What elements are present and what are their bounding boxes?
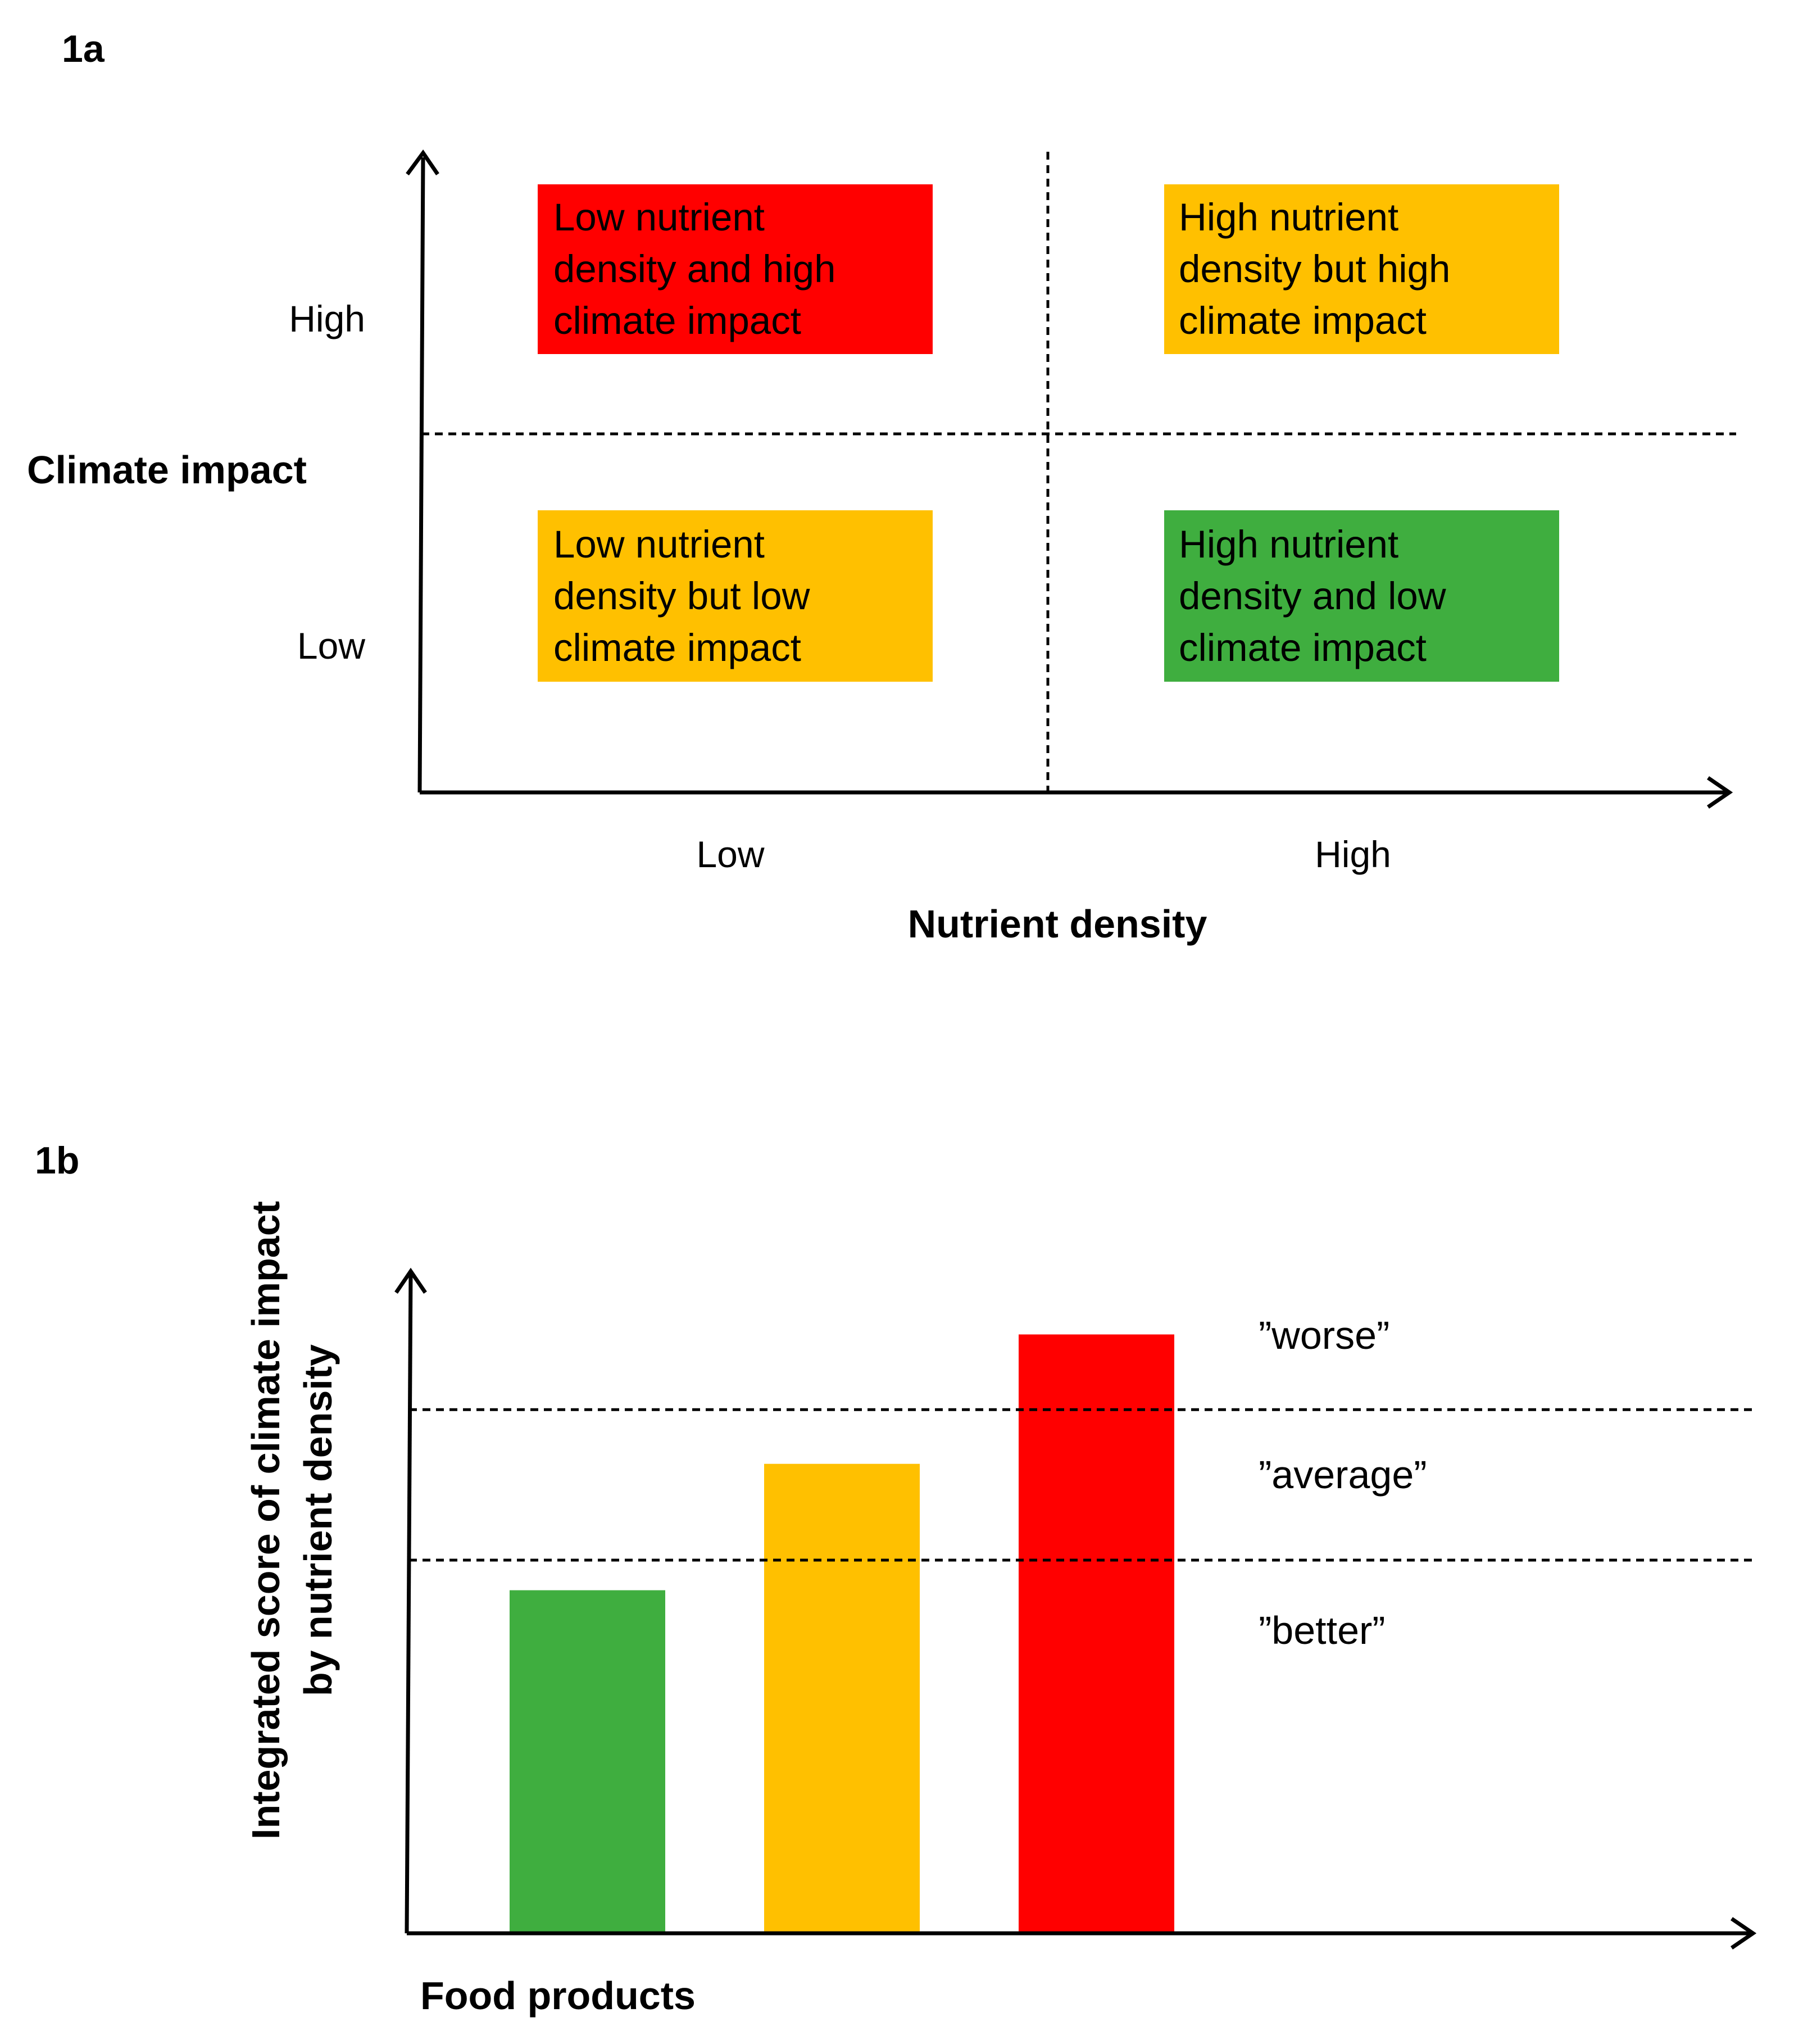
- bar: [764, 1463, 920, 1933]
- quadrant-text-line: climate impact: [553, 626, 801, 669]
- zone-label-worse: ”worse”: [1259, 1313, 1389, 1357]
- quadrant-text-line: density and low: [1179, 574, 1446, 618]
- y-axis-1b: [405, 1271, 413, 1934]
- x-tick-label: High: [1315, 833, 1391, 875]
- panel-1b: 1b Integrated score of climate impact by…: [35, 1139, 1757, 2018]
- quadrant-text-line: climate impact: [1179, 626, 1427, 669]
- quadrant-high-nutrient-high-impact: High nutrient density but high climate i…: [1164, 184, 1559, 354]
- quadrant-text-line: density but low: [553, 574, 810, 618]
- y-axis-label-1a: Climate impact: [27, 448, 307, 492]
- threshold-lines: [409, 1408, 1756, 1562]
- y-axis-1a: [417, 157, 425, 793]
- y-axis-arrow-1b: [394, 1267, 427, 1294]
- y-axis-arrow-1a: [406, 149, 439, 176]
- quadrant-text-line: High nutrient: [1179, 196, 1398, 239]
- quadrant-text-line: Low nutrient: [553, 196, 765, 239]
- zone-label-average: ”average”: [1259, 1453, 1427, 1497]
- bar: [510, 1590, 665, 1933]
- quadrant-text-line: climate impact: [1179, 299, 1427, 342]
- panel-label-1a: 1a: [62, 28, 105, 70]
- panel-1a: 1a Low nutrient density and high climate…: [27, 28, 1736, 946]
- quadrant-box: [538, 184, 933, 354]
- bar: [1019, 1334, 1174, 1933]
- quadrant-text-line: High nutrient: [1179, 523, 1398, 566]
- y-axis-label-1b: by nutrient density: [296, 1344, 340, 1696]
- y-axis-label-1b: Integrated score of climate impact: [244, 1201, 288, 1839]
- x-tick-label: Low: [696, 833, 764, 875]
- y-tick-label: Low: [297, 625, 365, 667]
- quadrant-box: [538, 510, 933, 682]
- y-tick-label: High: [289, 298, 365, 339]
- quadrant-low-nutrient-low-impact: Low nutrient density but low climate imp…: [538, 510, 933, 682]
- zone-label-better: ”better”: [1259, 1608, 1386, 1652]
- x-axis-arrow-1b: [1731, 1917, 1757, 1950]
- quadrant-high-nutrient-low-impact: High nutrient density and low climate im…: [1164, 510, 1559, 682]
- x-axis-label-1a: Nutrient density: [908, 902, 1207, 946]
- bar-series: [510, 1334, 1174, 1933]
- quadrant-low-nutrient-high-impact: Low nutrient density and high climate im…: [538, 184, 933, 354]
- quadrant-box: [1164, 184, 1559, 354]
- quadrant-box: [1164, 510, 1559, 682]
- quadrant-text-line: density but high: [1179, 247, 1450, 291]
- panel-label-1b: 1b: [35, 1139, 79, 1182]
- quadrant-text-line: Low nutrient: [553, 523, 765, 566]
- x-axis-arrow-1a: [1707, 776, 1733, 809]
- quadrant-text-line: climate impact: [553, 299, 801, 342]
- quadrant-text-line: density and high: [553, 247, 836, 291]
- x-axis-label-1b: Food products: [420, 1974, 696, 2018]
